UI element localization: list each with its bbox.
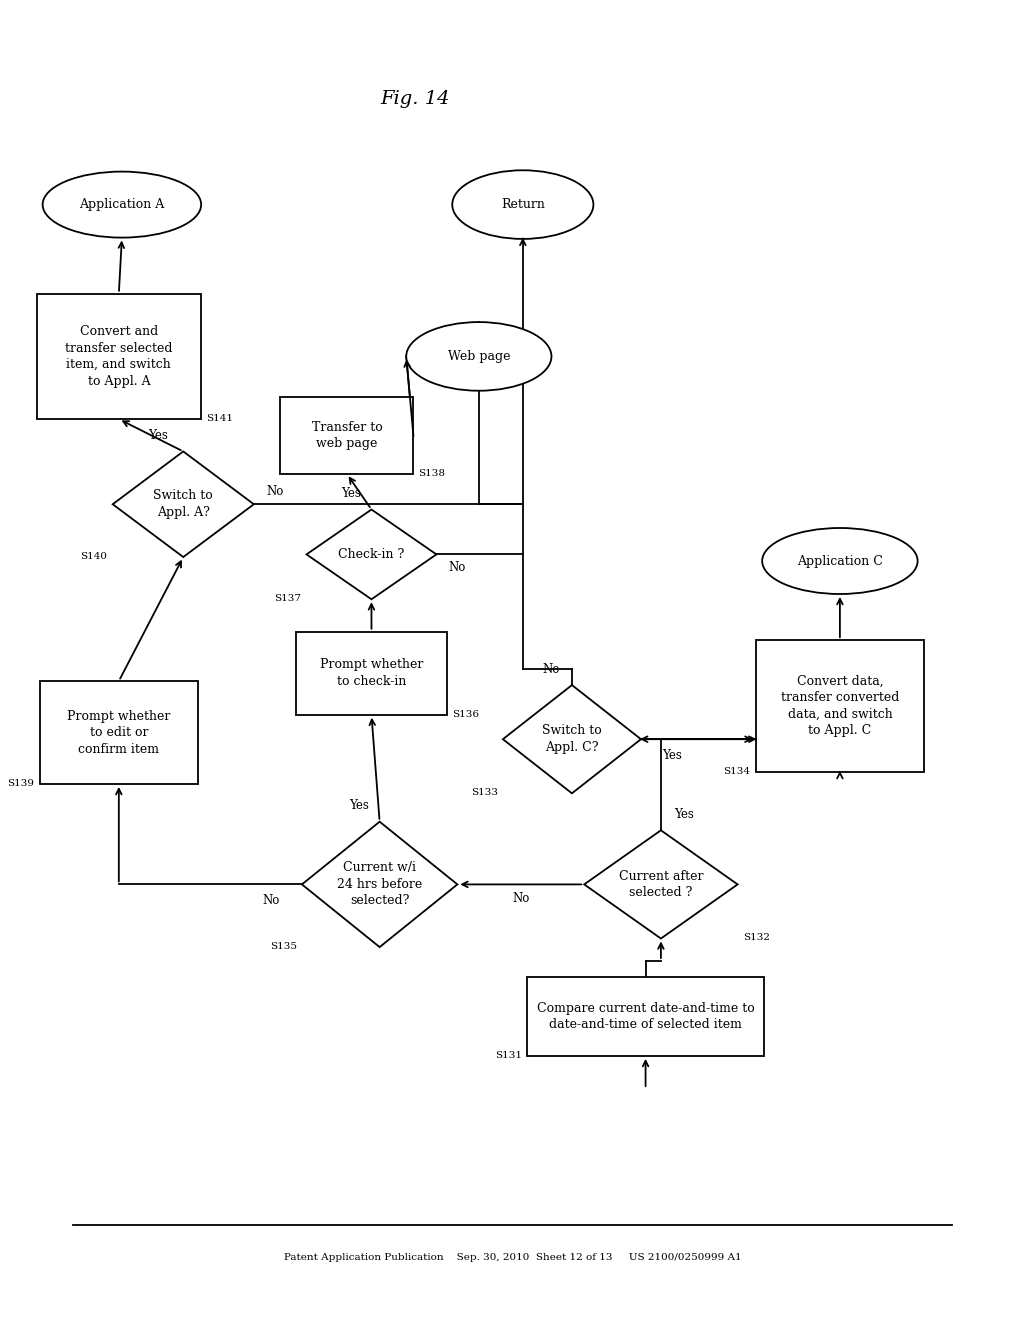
Text: Yes: Yes [662, 748, 682, 762]
Polygon shape [113, 451, 254, 557]
Polygon shape [306, 510, 436, 599]
Text: S134: S134 [723, 767, 751, 776]
Text: S131: S131 [495, 1051, 522, 1060]
Text: Fig. 14: Fig. 14 [381, 90, 451, 108]
FancyBboxPatch shape [40, 681, 198, 784]
Text: S138: S138 [419, 469, 445, 478]
Text: Application A: Application A [79, 198, 165, 211]
Text: Switch to
Appl. C?: Switch to Appl. C? [542, 725, 602, 754]
Text: Yes: Yes [349, 800, 370, 812]
Polygon shape [503, 685, 641, 793]
Text: Return: Return [501, 198, 545, 211]
Text: S140: S140 [81, 552, 108, 561]
Ellipse shape [407, 322, 552, 391]
Polygon shape [585, 830, 737, 939]
Text: Web page: Web page [447, 350, 510, 363]
Text: No: No [266, 484, 284, 498]
Text: S136: S136 [453, 710, 479, 718]
FancyBboxPatch shape [756, 640, 925, 772]
Text: S135: S135 [269, 942, 297, 950]
Text: Convert data,
transfer converted
data, and switch
to Appl. C: Convert data, transfer converted data, a… [780, 675, 899, 738]
FancyBboxPatch shape [37, 294, 201, 420]
Text: Convert and
transfer selected
item, and switch
to Appl. A: Convert and transfer selected item, and … [66, 325, 173, 388]
Text: Patent Application Publication    Sep. 30, 2010  Sheet 12 of 13     US 2100/0250: Patent Application Publication Sep. 30, … [284, 1254, 741, 1262]
Text: Switch to
Appl. A?: Switch to Appl. A? [154, 490, 213, 519]
Text: S137: S137 [274, 594, 301, 603]
Ellipse shape [453, 170, 593, 239]
Text: No: No [449, 561, 466, 574]
Text: Yes: Yes [674, 808, 694, 821]
Text: Current after
selected ?: Current after selected ? [618, 870, 703, 899]
Ellipse shape [762, 528, 918, 594]
Text: Compare current date-and-time to
date-and-time of selected item: Compare current date-and-time to date-an… [537, 1002, 755, 1031]
Ellipse shape [43, 172, 201, 238]
FancyBboxPatch shape [527, 977, 764, 1056]
Text: Prompt whether
to edit or
confirm item: Prompt whether to edit or confirm item [68, 710, 171, 755]
FancyBboxPatch shape [296, 631, 447, 715]
Text: No: No [512, 892, 529, 906]
Text: No: No [262, 894, 280, 907]
Polygon shape [302, 821, 458, 948]
Text: Yes: Yes [341, 487, 361, 500]
Text: S132: S132 [742, 933, 770, 942]
Text: Current w/i
24 hrs before
selected?: Current w/i 24 hrs before selected? [337, 862, 422, 907]
Text: S141: S141 [206, 414, 232, 422]
Text: S133: S133 [471, 788, 498, 797]
Text: Check-in ?: Check-in ? [338, 548, 404, 561]
Text: Yes: Yes [148, 429, 168, 442]
Text: Transfer to
web page: Transfer to web page [311, 421, 382, 450]
FancyBboxPatch shape [281, 397, 414, 474]
Text: Application C: Application C [797, 554, 883, 568]
Text: Prompt whether
to check-in: Prompt whether to check-in [319, 659, 423, 688]
Text: No: No [543, 663, 560, 676]
Text: S139: S139 [7, 779, 35, 788]
